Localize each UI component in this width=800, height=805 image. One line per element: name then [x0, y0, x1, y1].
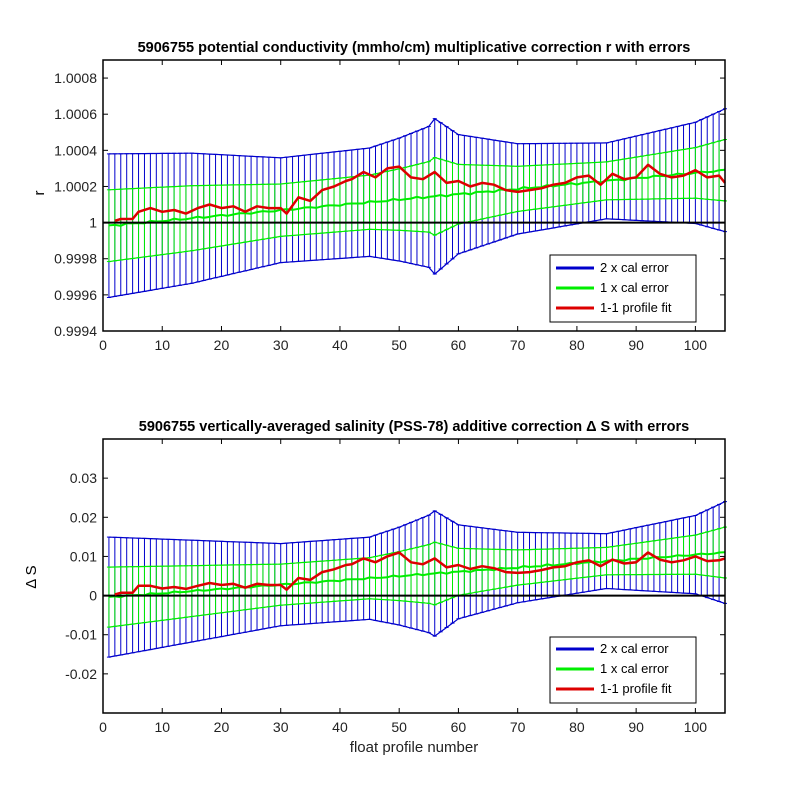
x-tick-label: 40: [332, 719, 348, 735]
y-tick-label: 0: [89, 588, 97, 604]
envelope-upper-one-sigma: [108, 138, 726, 191]
y-tick-label: 0.02: [70, 509, 97, 525]
x-tick-label: 90: [628, 719, 644, 735]
x-tick-label: 80: [569, 719, 585, 735]
envelope-lower-two-sigma: [108, 587, 726, 658]
x-tick-label: 10: [154, 337, 170, 353]
legend-label-fit: 1-1 profile fit: [600, 681, 672, 696]
plot-frame: [102, 59, 726, 332]
x-tick-label: 30: [273, 337, 289, 353]
x-tick-label: 10: [154, 719, 170, 735]
chart-title: 5906755 vertically-averaged salinity (PS…: [139, 419, 689, 435]
x-tick-label: 0: [99, 337, 107, 353]
series-center-line: [108, 168, 726, 227]
legend-label-one-sigma: 1 x cal error: [600, 280, 669, 295]
y-tick-label: -0.02: [65, 666, 97, 682]
y-axis-label: r: [31, 191, 48, 196]
y-tick-label: -0.01: [65, 627, 97, 643]
y-tick-label: 0.9998: [54, 251, 97, 267]
series-center-line: [108, 551, 726, 599]
legend: 2 x cal error 1 x cal error 1-1 profile …: [549, 254, 697, 323]
x-tick-label: 90: [628, 337, 644, 353]
panel-salinity: 5906755 vertically-averaged salinity (PS…: [23, 419, 727, 756]
x-tick-label: 50: [391, 719, 407, 735]
x-tick-label: 60: [451, 719, 467, 735]
x-tick-label: 80: [569, 337, 585, 353]
y-tick-label: 1: [89, 215, 97, 231]
envelope-upper-two-sigma: [108, 108, 726, 159]
plot-frame: [102, 438, 726, 714]
y-tick-label: 1.0004: [54, 142, 97, 158]
panel-conductivity: 5906755 potential conductivity (mmho/cm)…: [31, 40, 727, 353]
x-tick-label: 40: [332, 337, 348, 353]
series-profile-fit: [114, 163, 726, 222]
envelope-lower-one-sigma: [108, 197, 726, 263]
envelope-upper-two-sigma: [108, 501, 726, 545]
x-tick-label: 20: [214, 337, 230, 353]
x-tick-label: 0: [99, 719, 107, 735]
y-tick-label: 0.9994: [54, 323, 97, 339]
x-tick-label: 60: [451, 337, 467, 353]
series-profile-fit: [114, 551, 726, 596]
y-axis-label: Δ S: [23, 565, 40, 588]
y-tick-label: 1.0002: [54, 178, 97, 194]
envelope-upper-one-sigma: [108, 526, 726, 568]
x-tick-label: 70: [510, 337, 526, 353]
chart-title: 5906755 potential conductivity (mmho/cm)…: [138, 40, 691, 56]
x-tick-label: 70: [510, 719, 526, 735]
legend-label-two-sigma: 2 x cal error: [600, 260, 669, 275]
y-tick-label: 1.0006: [54, 106, 97, 122]
x-axis-label: float profile number: [350, 739, 478, 756]
legend: 2 x cal error 1 x cal error 1-1 profile …: [549, 636, 697, 704]
x-tick-label: 50: [391, 337, 407, 353]
legend-label-fit: 1-1 profile fit: [600, 300, 672, 315]
envelope-lower-one-sigma: [108, 573, 726, 628]
y-tick-label: 0.03: [70, 470, 97, 486]
legend-label-one-sigma: 1 x cal error: [600, 661, 669, 676]
x-tick-label: 100: [684, 719, 708, 735]
x-tick-label: 100: [684, 337, 708, 353]
y-tick-label: 0.01: [70, 548, 97, 564]
x-tick-label: 20: [214, 719, 230, 735]
envelope-lower-two-sigma: [108, 218, 726, 299]
y-tick-label: 1.0008: [54, 70, 97, 86]
y-tick-label: 0.9996: [54, 287, 97, 303]
x-tick-label: 30: [273, 719, 289, 735]
legend-label-two-sigma: 2 x cal error: [600, 641, 669, 656]
